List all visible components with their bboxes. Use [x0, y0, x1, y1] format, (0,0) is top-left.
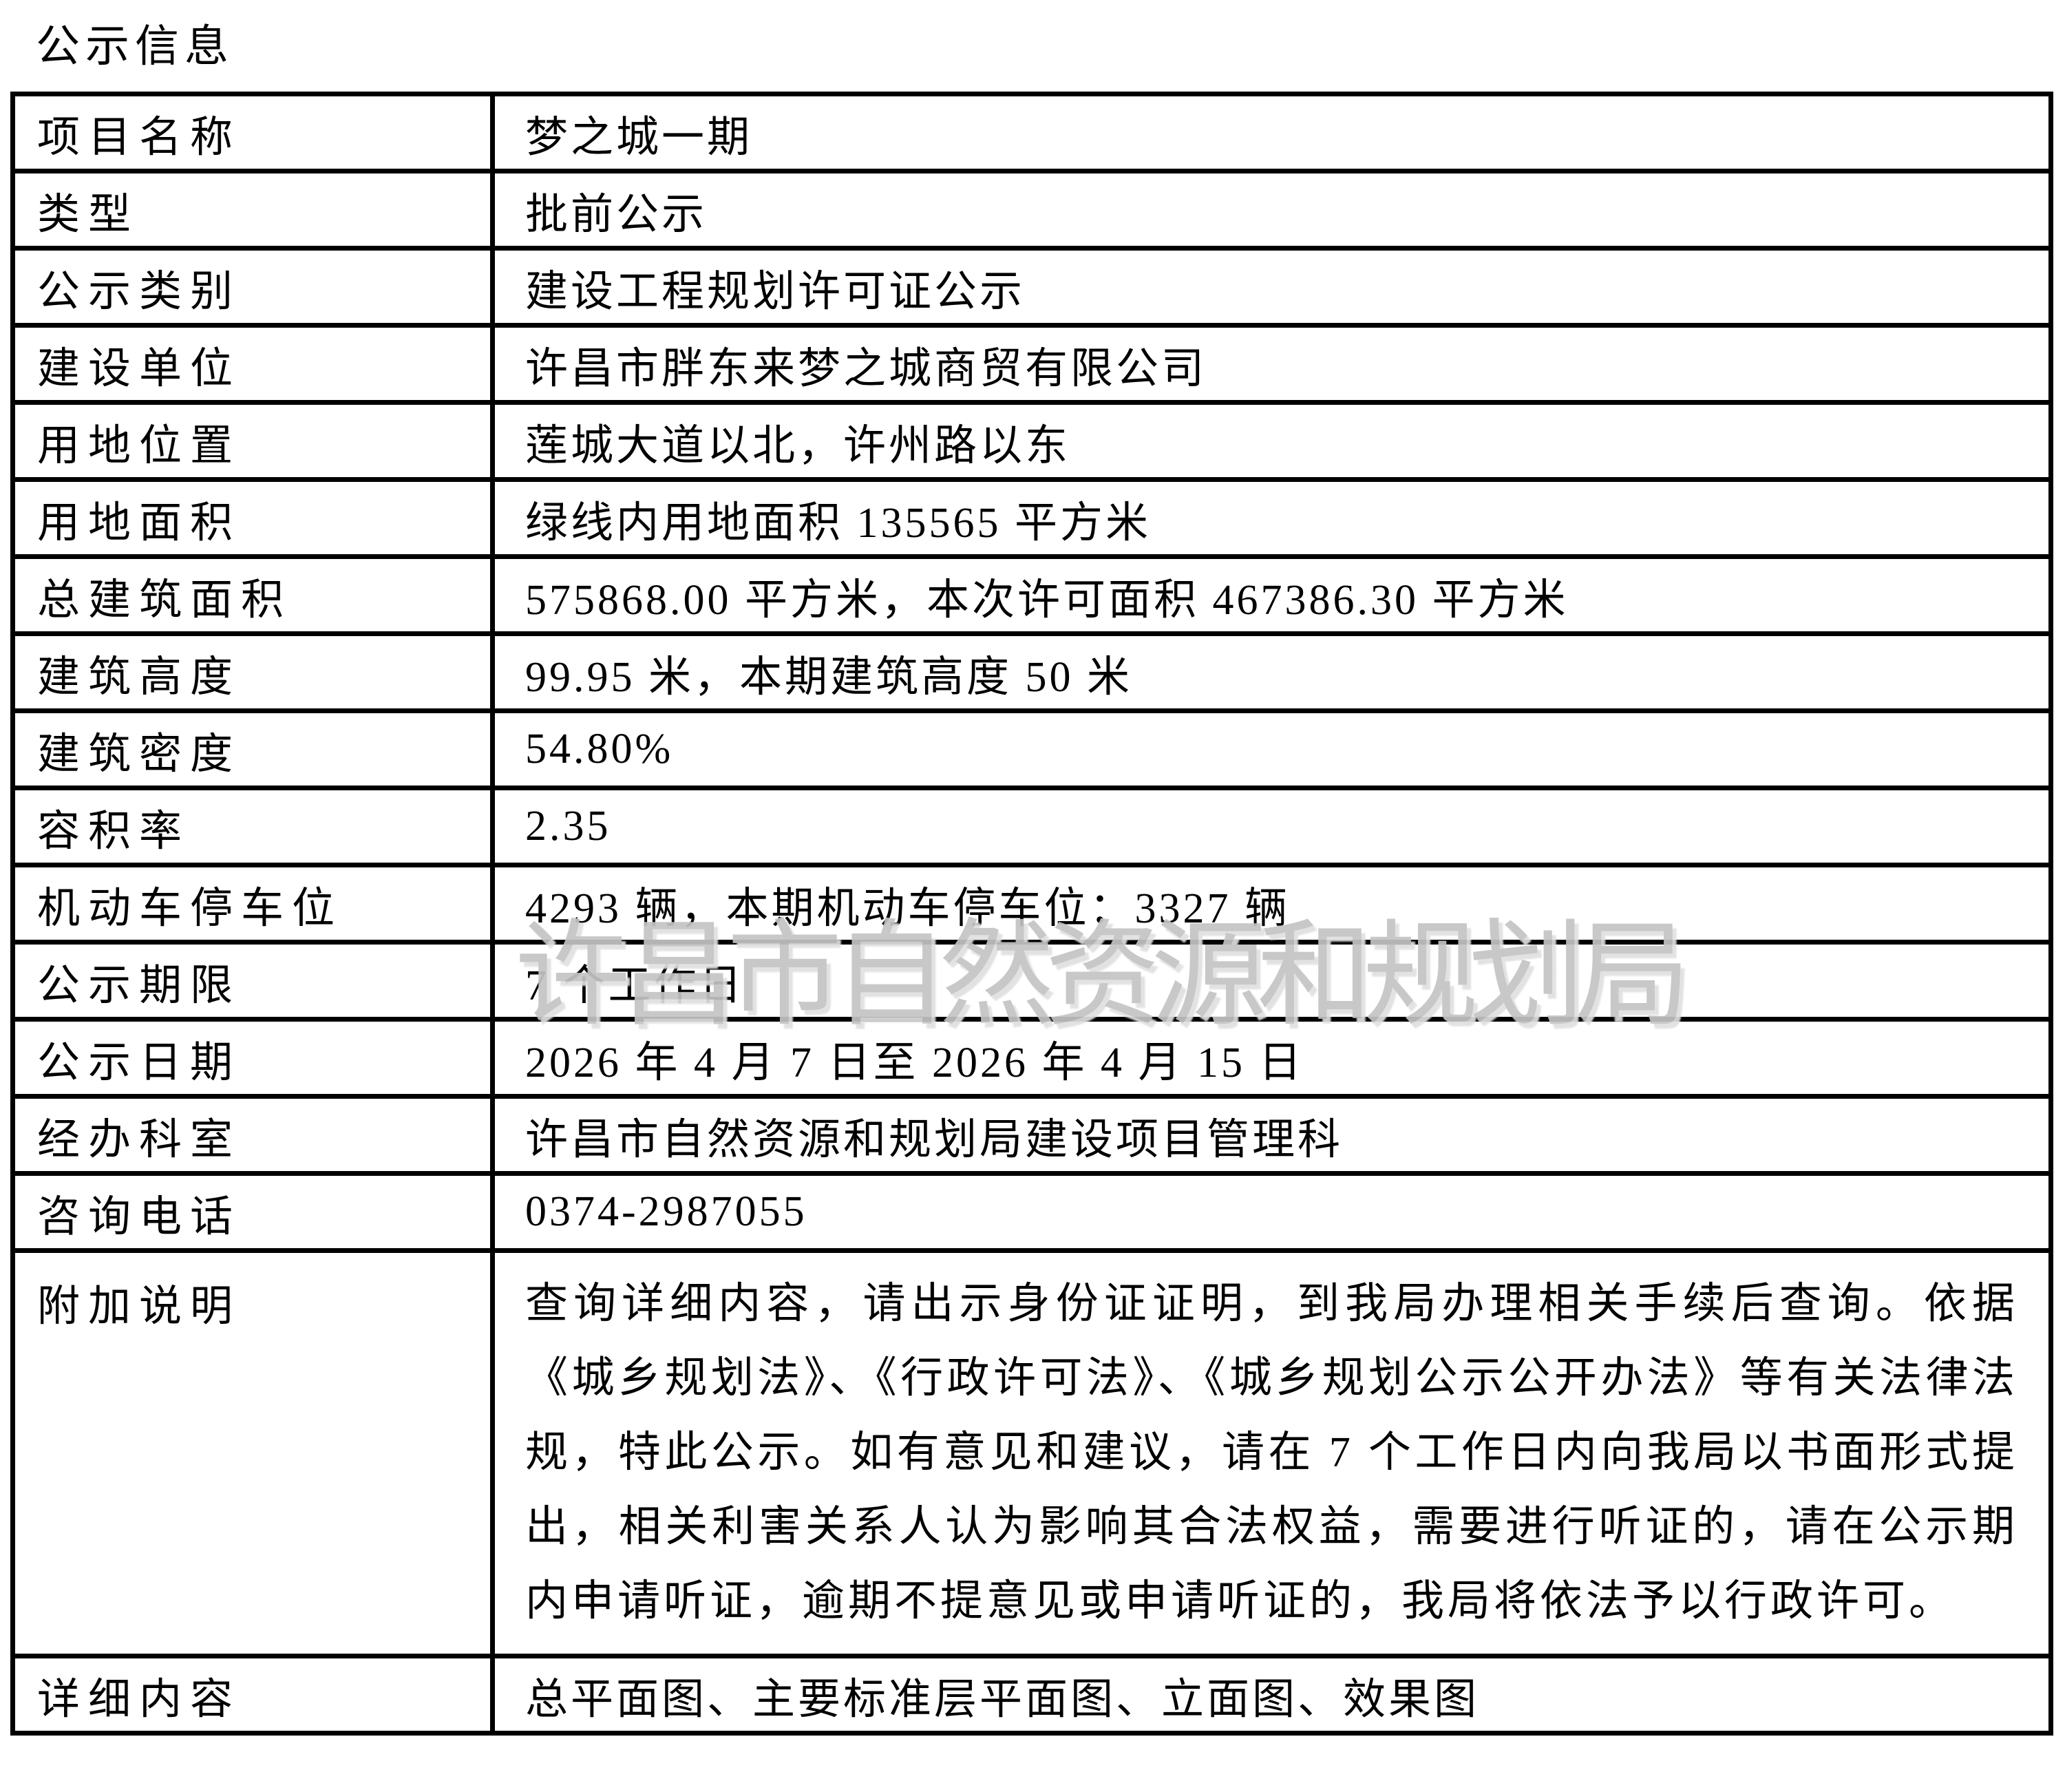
row-label: 建设单位 — [10, 323, 495, 405]
row-label: 总建筑面积 — [10, 554, 495, 636]
row-value: 建设工程规划许可证公示 — [490, 246, 2053, 328]
table-row: 公示类别 建设工程规划许可证公示 — [10, 246, 2053, 328]
notice-table: 项目名称 梦之城一期 类型 批前公示 公示类别 建设工程规划许可证公示 建设单位… — [10, 92, 2053, 1736]
row-value: 0374-2987055 — [490, 1171, 2053, 1253]
row-label: 用地位置 — [10, 400, 495, 482]
row-value: 54.80% — [490, 708, 2053, 790]
table-row: 公示期限 7 个工作日 — [10, 940, 2053, 1022]
table-row: 咨询电话 0374-2987055 — [10, 1171, 2053, 1253]
row-label: 公示期限 — [10, 940, 495, 1022]
row-value: 575868.00 平方米，本次许可面积 467386.30 平方米 — [490, 554, 2053, 636]
row-value: 莲城大道以北，许州路以东 — [490, 400, 2053, 482]
table-row: 公示日期 2026 年 4 月 7 日至 2026 年 4 月 15 日 — [10, 1017, 2053, 1099]
row-value: 许昌市自然资源和规划局建设项目管理科 — [490, 1094, 2053, 1176]
table-row: 建筑高度 99.95 米，本期建筑高度 50 米 — [10, 631, 2053, 713]
table-row: 详细内容 总平面图、主要标准层平面图、立面图、效果图 — [10, 1654, 2053, 1736]
table-row: 建筑密度 54.80% — [10, 708, 2053, 790]
row-value: 查询详细内容，请出示身份证证明，到我局办理相关手续后查询。依据《城乡规划法》、《… — [490, 1248, 2053, 1658]
table-row: 类型 批前公示 — [10, 169, 2053, 251]
table-row: 总建筑面积 575868.00 平方米，本次许可面积 467386.30 平方米 — [10, 554, 2053, 636]
row-label: 详细内容 — [10, 1654, 495, 1736]
page-title: 公示信息 — [36, 22, 234, 71]
row-value: 4293 辆，本期机动车停车位：3327 辆 — [490, 863, 2053, 945]
table-row: 用地位置 莲城大道以北，许州路以东 — [10, 400, 2053, 482]
table-row: 经办科室 许昌市自然资源和规划局建设项目管理科 — [10, 1094, 2053, 1176]
row-value: 批前公示 — [490, 169, 2053, 251]
table-row: 附加说明 查询详细内容，请出示身份证证明，到我局办理相关手续后查询。依据《城乡规… — [10, 1248, 2053, 1658]
table-row: 项目名称 梦之城一期 — [10, 92, 2053, 173]
table-row: 机动车停车位 4293 辆，本期机动车停车位：3327 辆 — [10, 863, 2053, 945]
row-label: 咨询电话 — [10, 1171, 495, 1253]
row-label: 项目名称 — [10, 92, 495, 173]
row-label: 经办科室 — [10, 1094, 495, 1176]
row-label: 类型 — [10, 169, 495, 251]
row-label: 公示日期 — [10, 1017, 495, 1099]
table-row: 容积率 2.35 — [10, 786, 2053, 867]
table-row: 建设单位 许昌市胖东来梦之城商贸有限公司 — [10, 323, 2053, 405]
row-label: 附加说明 — [10, 1248, 495, 1658]
row-label: 容积率 — [10, 786, 495, 867]
row-label: 机动车停车位 — [10, 863, 495, 945]
row-label: 建筑密度 — [10, 708, 495, 790]
row-value: 99.95 米，本期建筑高度 50 米 — [490, 631, 2053, 713]
row-value: 绿线内用地面积 135565 平方米 — [490, 477, 2053, 559]
table-row: 用地面积 绿线内用地面积 135565 平方米 — [10, 477, 2053, 559]
row-value: 梦之城一期 — [490, 92, 2053, 173]
notice-table-body: 项目名称 梦之城一期 类型 批前公示 公示类别 建设工程规划许可证公示 建设单位… — [10, 92, 2053, 1736]
row-label: 用地面积 — [10, 477, 495, 559]
row-value: 2026 年 4 月 7 日至 2026 年 4 月 15 日 — [490, 1017, 2053, 1099]
row-label: 建筑高度 — [10, 631, 495, 713]
row-value: 7 个工作日 — [490, 940, 2053, 1022]
row-value: 许昌市胖东来梦之城商贸有限公司 — [490, 323, 2053, 405]
row-value: 2.35 — [490, 786, 2053, 867]
row-label: 公示类别 — [10, 246, 495, 328]
row-value: 总平面图、主要标准层平面图、立面图、效果图 — [490, 1654, 2053, 1736]
